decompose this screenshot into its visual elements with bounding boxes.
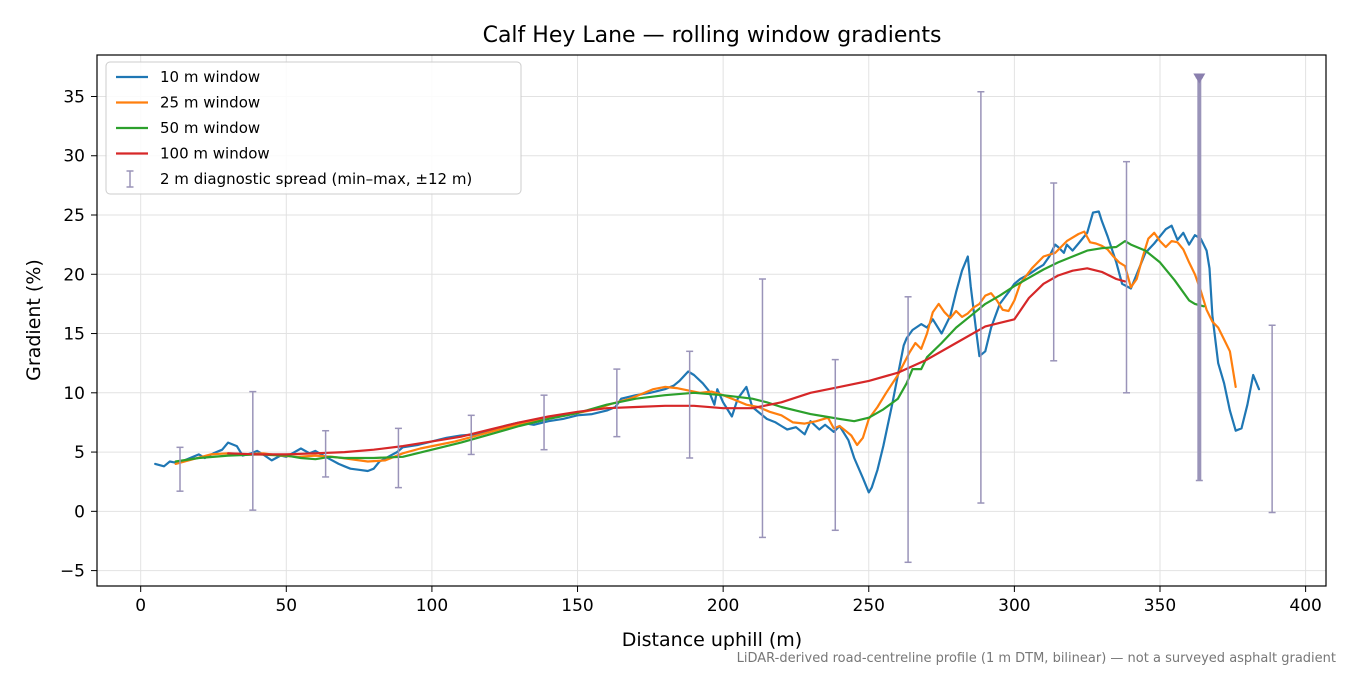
legend-box bbox=[105, 61, 522, 195]
y-tick-label: 20 bbox=[63, 265, 85, 285]
y-tick-label: 0 bbox=[74, 502, 85, 522]
y-tick-label: 5 bbox=[74, 443, 85, 463]
legend-entry: 100 m window bbox=[116, 145, 270, 163]
legend-entry: 2 m diagnostic spread (min–max, ±12 m) bbox=[126, 170, 472, 188]
diagnostic-spread-bar bbox=[1123, 160, 1131, 394]
x-tick-label: 250 bbox=[853, 596, 885, 616]
series-line-3 bbox=[174, 240, 1205, 463]
footnote: LiDAR-derived road-centreline profile (1… bbox=[736, 651, 1336, 666]
legend-label: 2 m diagnostic spread (min–max, ±12 m) bbox=[160, 170, 472, 188]
legend-entry: 25 m window bbox=[116, 94, 260, 112]
y-tick-label: 35 bbox=[63, 87, 85, 107]
series-line-1 bbox=[154, 210, 1261, 494]
legend-label: 100 m window bbox=[160, 145, 270, 163]
diagnostic-spread-bar bbox=[904, 296, 912, 564]
y-tick-label: 15 bbox=[63, 325, 85, 345]
x-tick-label: 350 bbox=[1144, 596, 1176, 616]
legend-label: 25 m window bbox=[160, 94, 260, 112]
y-tick-labels: −5 0 5 10 15 20 25 30 35 bbox=[60, 87, 85, 581]
x-tick-label: 300 bbox=[998, 596, 1030, 616]
spread-clipped-marker bbox=[1193, 73, 1206, 84]
x-axis-label: Distance uphill (m) bbox=[622, 629, 802, 651]
x-tick-label: 200 bbox=[707, 596, 739, 616]
y-tick-label: −5 bbox=[60, 562, 85, 582]
diagnostic-spread-bar bbox=[249, 390, 257, 511]
y-tick-label: 25 bbox=[63, 206, 85, 226]
diagnostic-spread-bar bbox=[540, 394, 548, 451]
diagnostic-spread-bar bbox=[1193, 73, 1206, 482]
diagnostic-spread-bar bbox=[831, 358, 839, 532]
diagnostic-spread-bar bbox=[613, 368, 621, 438]
legend-label: 10 m window bbox=[160, 68, 260, 86]
x-tick-label: 150 bbox=[561, 596, 593, 616]
diagnostic-spread-bar bbox=[322, 429, 330, 478]
series-line-2 bbox=[174, 230, 1237, 465]
plot-frame bbox=[96, 54, 1327, 587]
legend-label: 50 m window bbox=[160, 119, 260, 137]
x-tick-label: 50 bbox=[275, 596, 297, 616]
x-tick-labels: 0 50 100 150 200 250 300 350 400 bbox=[135, 596, 1322, 616]
diagnostic-spread-bar bbox=[1268, 324, 1276, 514]
y-axis-label: Gradient (%) bbox=[23, 259, 45, 381]
diagnostic-spread-bar bbox=[977, 90, 985, 504]
diagnostic-spread-layer bbox=[176, 73, 1276, 564]
x-tick-label: 400 bbox=[1289, 596, 1321, 616]
diagnostic-spread-bar bbox=[394, 427, 402, 489]
diagnostic-spread-bar bbox=[758, 278, 766, 539]
diagnostic-spread-bar bbox=[686, 350, 694, 459]
chart-title: Calf Hey Lane — rolling window gradients bbox=[483, 23, 942, 48]
legend-entry: 50 m window bbox=[116, 119, 260, 137]
legend: 10 m window 25 m window 50 m window 100 m w… bbox=[105, 61, 522, 195]
x-tick-label: 100 bbox=[416, 596, 448, 616]
diagnostic-spread-bar bbox=[1050, 182, 1058, 362]
y-tick-label: 10 bbox=[63, 384, 85, 404]
grid-lines bbox=[91, 55, 1326, 592]
diagnostic-spread-bar bbox=[467, 414, 475, 456]
diagnostic-spread-bar bbox=[176, 446, 184, 492]
y-tick-label: 30 bbox=[63, 147, 85, 167]
legend-entry: 10 m window bbox=[116, 68, 260, 86]
x-tick-label: 0 bbox=[135, 596, 146, 616]
